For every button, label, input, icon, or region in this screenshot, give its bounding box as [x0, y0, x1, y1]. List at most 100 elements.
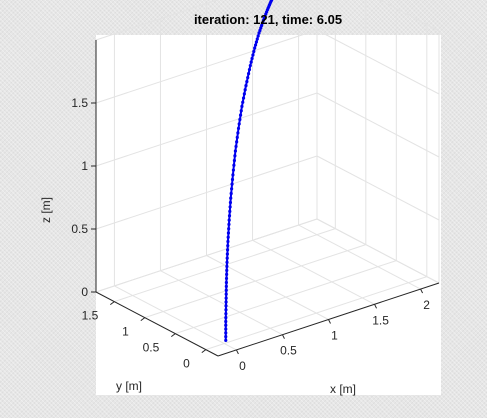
trajectory-point: [256, 34, 260, 38]
y-gridline-floor: [205, 276, 427, 351]
trajectory-point: [236, 131, 240, 135]
tick-labels: 0 0.5 1 1.5 2 0 0.5 1 1.5 0 0.5 1 1.5: [71, 96, 430, 373]
x-tick-mark: [374, 304, 377, 309]
axes-background: [96, 35, 441, 395]
trajectory-point: [231, 173, 235, 177]
trajectory-point: [225, 260, 229, 264]
trajectory-point: [249, 60, 253, 64]
y-gridline-floor: [175, 260, 397, 335]
z-tick-label: 1.5: [71, 96, 88, 110]
z-gridline-right: [316, 29, 440, 95]
trajectory-point: [229, 191, 233, 196]
trajectory-point: [255, 37, 259, 41]
y-gridline-floor: [144, 244, 366, 319]
trajectory-point: [228, 209, 232, 213]
y-tick-label: 0: [183, 357, 190, 371]
trajectory-point: [228, 200, 233, 205]
trajectory-point: [226, 239, 230, 244]
trajectory-point: [233, 149, 238, 153]
trajectory-point: [224, 319, 228, 324]
trajectory-point: [224, 300, 228, 304]
trajectory-point: [244, 84, 248, 88]
trajectory-point: [232, 163, 236, 167]
trajectory-point: [246, 75, 250, 80]
trajectory-point: [226, 235, 230, 239]
trajectory-point: [227, 214, 232, 218]
trajectory-point: [226, 244, 230, 248]
y-tick-mark: [201, 349, 207, 354]
y-gridline-floor: [114, 228, 336, 303]
trajectory-point: [224, 308, 228, 312]
trajectory-point: [237, 122, 241, 126]
trajectory-point: [240, 104, 244, 108]
z-tick-label: 0: [81, 285, 88, 299]
trajectory-point: [224, 338, 228, 342]
trajectory-point: [230, 182, 234, 186]
trajectory-point: [230, 187, 234, 191]
trajectory-point: [225, 264, 229, 268]
trajectory-point: [257, 31, 261, 35]
trajectory-point: [259, 26, 263, 30]
trajectory-point: [226, 231, 231, 235]
trajectory-point: [231, 168, 236, 172]
trajectory-point: [224, 296, 228, 300]
right-wall-top-edge: [378, 0, 440, 32]
trajectory-point: [260, 23, 264, 28]
z-tick-label: 0.5: [71, 222, 88, 236]
y-tick-label: 1: [122, 325, 129, 339]
z-gridline-right: [316, 218, 440, 284]
trajectory-point: [224, 292, 228, 296]
z-tick-label: 1: [81, 159, 88, 173]
trajectory-point: [260, 21, 265, 25]
trajectory-point: [247, 67, 252, 72]
trajectory-point: [224, 331, 228, 335]
trajectory-point: [233, 154, 237, 158]
chart-title: iteration: 121, time: 6.05: [194, 12, 342, 27]
trajectory-point: [241, 100, 245, 104]
z-gridline-back: [95, 92, 318, 167]
z-axis-label: z [m]: [39, 197, 53, 223]
trajectory-point: [254, 40, 259, 44]
z-gridline-back: [95, 155, 318, 230]
trajectory-point: [224, 280, 228, 285]
z-gridline-right: [316, 92, 440, 158]
x-tick-label: 0.5: [280, 344, 297, 358]
y-axis-line: [95, 291, 219, 357]
trajectory-point: [238, 113, 243, 117]
trajectory-point: [225, 252, 229, 256]
x-gridline-floor: [298, 224, 421, 290]
trajectory: [224, 0, 274, 342]
trajectory-point: [232, 158, 237, 163]
z-gridline-back: [95, 218, 318, 293]
trajectory-point: [224, 288, 228, 292]
trajectory-point: [243, 88, 247, 92]
trajectory-point: [229, 196, 233, 200]
trajectory-point: [270, 0, 274, 1]
trajectory-point: [224, 304, 228, 308]
trajectory-point: [236, 126, 241, 130]
z-gridline-back: [95, 29, 318, 104]
trajectory-point: [258, 28, 262, 33]
trajectory-point: [241, 96, 246, 100]
trajectory-point: [225, 272, 229, 276]
trajectory-point: [250, 56, 254, 61]
trajectory-point: [235, 140, 239, 144]
trajectory-point: [224, 276, 229, 281]
trajectory-point: [224, 323, 228, 327]
x-tick-label: 2: [423, 298, 430, 312]
y-tick-mark: [110, 301, 115, 306]
trajectory-point: [224, 335, 228, 339]
trajectory-point: [227, 227, 231, 231]
trajectory-point: [225, 248, 230, 252]
trajectory-point: [230, 177, 235, 182]
trajectory-point: [228, 205, 232, 209]
trajectory-point: [246, 71, 251, 76]
trajectory-point: [245, 80, 249, 84]
trajectory-point: [235, 135, 239, 139]
trajectory-point: [253, 46, 257, 50]
y-tick-mark: [171, 333, 176, 338]
trajectory-point: [253, 43, 258, 47]
z-gridline-right: [316, 155, 440, 221]
trajectory-point: [224, 327, 228, 331]
